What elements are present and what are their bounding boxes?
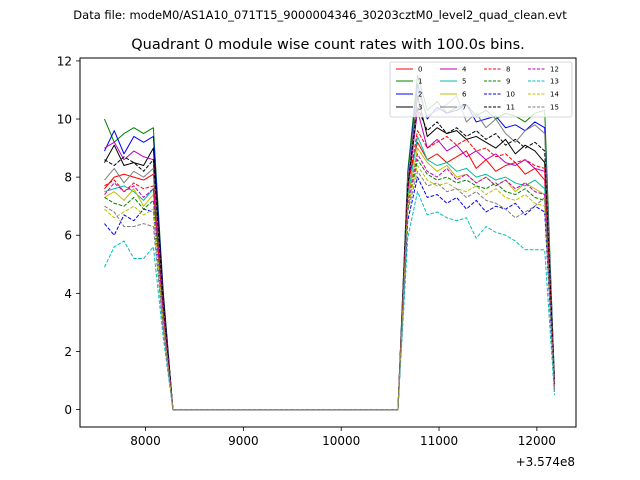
axes-frame [79, 57, 577, 428]
legend-label-11: 11 [506, 104, 515, 112]
legend-label-10: 10 [506, 91, 515, 99]
legend-label-13: 13 [550, 78, 559, 86]
y-tick-label: 4 [64, 287, 72, 301]
y-tick-label: 8 [64, 171, 72, 185]
legend-label-15: 15 [550, 104, 559, 112]
series-line-15 [104, 170, 555, 411]
chart-title: Quadrant 0 module wise count rates with … [131, 37, 525, 53]
series-lines [103, 74, 555, 411]
y-tick-label: 0 [64, 403, 72, 417]
legend-frame [389, 61, 573, 118]
legend-label-14: 14 [550, 91, 559, 99]
y-tick-label: 6 [64, 229, 72, 243]
legend-label-2: 2 [418, 91, 422, 99]
legend-label-3: 3 [418, 104, 422, 112]
x-tick-label: 12000 [518, 434, 556, 448]
legend-label-8: 8 [506, 66, 510, 74]
suptitle: Data file: modeM0/AS1A10_071T15_90000043… [73, 8, 567, 22]
x-offset-text: +3.574e8 [516, 455, 575, 469]
legend-label-7: 7 [462, 104, 466, 112]
x-tick-label: 8000 [130, 434, 161, 448]
plot-area [79, 57, 577, 428]
legend-label-0: 0 [418, 66, 422, 74]
y-tick-label: 10 [57, 113, 72, 127]
x-axis-ticks: 8000 9000 10000 11000 12000 [130, 427, 556, 448]
y-tick-label: 2 [64, 345, 72, 359]
legend-label-4: 4 [462, 66, 467, 74]
y-axis-ticks: 0 2 4 6 8 10 12 [57, 54, 80, 417]
x-tick-label: 9000 [228, 434, 259, 448]
legend-label-1: 1 [418, 78, 422, 86]
legend-label-6: 6 [462, 91, 467, 99]
legend-label-12: 12 [550, 66, 559, 74]
legend-label-5: 5 [462, 78, 466, 86]
legend-label-9: 9 [506, 78, 510, 86]
x-tick-label: 11000 [420, 434, 458, 448]
y-tick-label: 12 [57, 54, 72, 68]
x-tick-label: 10000 [322, 434, 360, 448]
